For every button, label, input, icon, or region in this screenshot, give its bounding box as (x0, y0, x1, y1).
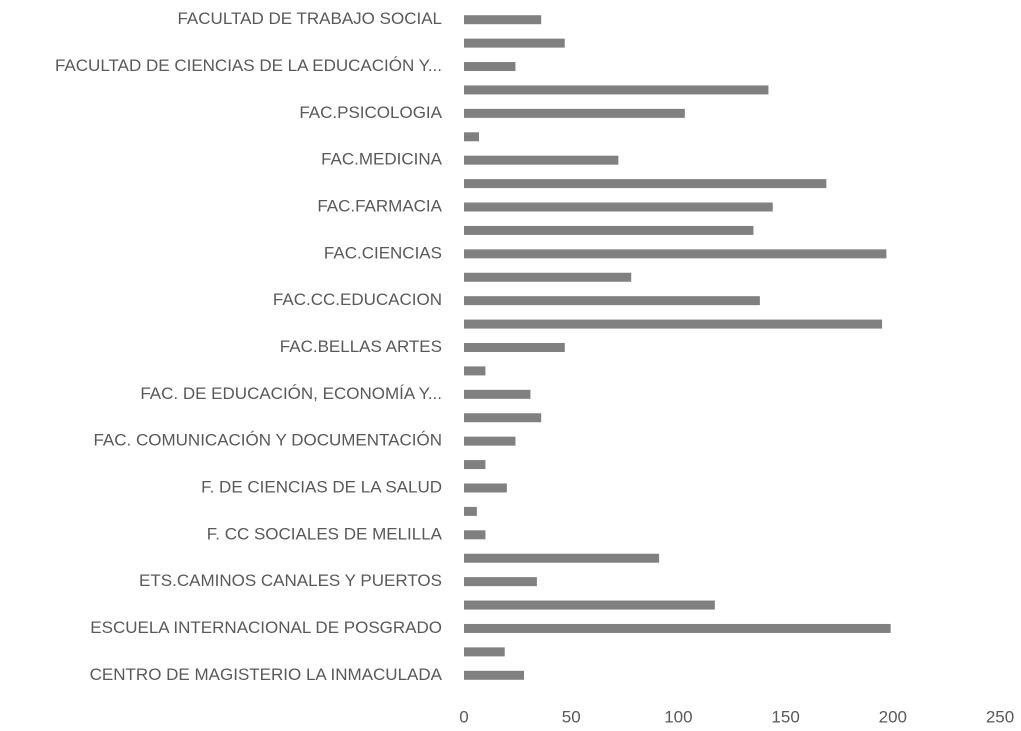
bar (464, 600, 715, 610)
bar (464, 530, 486, 540)
bar (464, 366, 486, 376)
y-tick-label: ETS.CAMINOS CANALES Y PUERTOS (139, 571, 442, 590)
y-tick-label: FAC.BELLAS ARTES (280, 337, 442, 356)
bar (464, 225, 754, 235)
x-tick-label: 250 (986, 707, 1014, 726)
bar (464, 623, 891, 633)
bar (464, 155, 619, 165)
y-tick-label: ESCUELA INTERNACIONAL DE POSGRADO (90, 618, 442, 637)
y-tick-label: CENTRO DE MAGISTERIO LA INMACULADA (90, 665, 443, 684)
x-tick-label: 50 (562, 707, 581, 726)
y-tick-label: FACULTAD DE CIENCIAS DE LA EDUCACIÓN Y..… (55, 56, 442, 75)
bar (464, 553, 660, 563)
y-tick-label: F. DE CIENCIAS DE LA SALUD (201, 477, 442, 496)
x-tick-label: 200 (879, 707, 907, 726)
bar (464, 460, 486, 470)
x-tick-label: 150 (771, 707, 799, 726)
y-tick-label: F. CC SOCIALES DE MELILLA (207, 524, 443, 543)
bar (464, 15, 542, 25)
bar (464, 483, 507, 493)
bar (464, 272, 632, 282)
x-tick-label: 0 (459, 707, 468, 726)
bar (464, 296, 760, 306)
bar (464, 38, 565, 48)
bar (464, 62, 516, 72)
y-tick-label: FAC. DE EDUCACIÓN, ECONOMÍA Y... (140, 384, 442, 403)
y-tick-label: FAC.PSICOLOGIA (299, 103, 442, 122)
bar (464, 179, 827, 189)
bar (464, 108, 685, 118)
y-tick-label: FAC.MEDICINA (321, 150, 443, 169)
bar (464, 506, 477, 516)
y-tick-label: FACULTAD DE TRABAJO SOCIAL (177, 9, 442, 28)
x-tick-label: 100 (664, 707, 692, 726)
bar (464, 319, 883, 329)
bar (464, 670, 525, 680)
bar (464, 202, 773, 212)
y-tick-label: FAC.FARMACIA (317, 197, 442, 216)
bar (464, 389, 531, 399)
bar (464, 343, 565, 352)
y-tick-label: FAC.CIENCIAS (324, 243, 442, 262)
bar (464, 413, 542, 423)
y-tick-label: FAC. COMUNICACIÓN Y DOCUMENTACIÓN (93, 431, 442, 450)
bar (464, 647, 505, 657)
bar (464, 132, 480, 142)
bar (464, 436, 516, 446)
bar (464, 249, 887, 259)
bar (464, 85, 769, 95)
y-tick-label: FAC.CC.EDUCACION (273, 290, 442, 309)
bar (464, 577, 537, 587)
